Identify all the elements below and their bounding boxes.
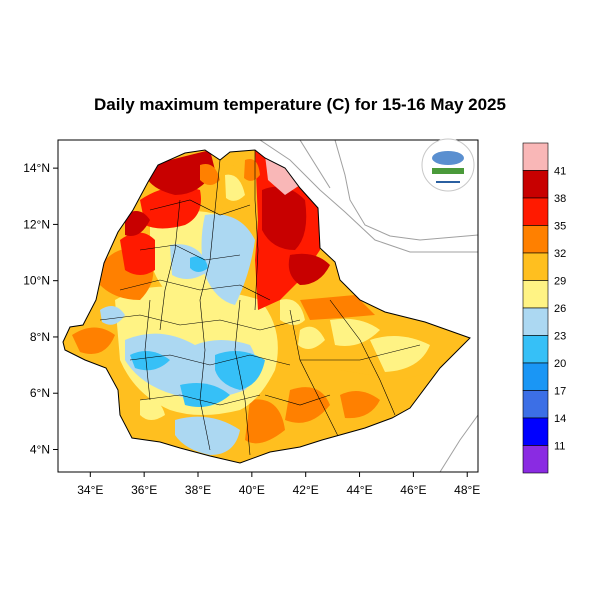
colorbar-label: 29 bbox=[554, 276, 566, 288]
country-border bbox=[62, 149, 471, 464]
colorbar-swatch bbox=[522, 197, 549, 226]
colorbar-swatch bbox=[522, 417, 549, 446]
colorbar-swatch bbox=[522, 445, 549, 474]
colorbar-swatch bbox=[522, 335, 549, 364]
colorbar-label: 35 bbox=[554, 221, 566, 233]
map-frame bbox=[57, 139, 479, 473]
colorbar-swatch bbox=[522, 170, 549, 199]
x-tick-label: 40°E bbox=[239, 483, 265, 497]
colorbar-swatch bbox=[522, 142, 549, 171]
colorbar-label: 26 bbox=[554, 303, 566, 315]
colorbar-swatch bbox=[522, 307, 549, 336]
map-title: Daily maximum temperature (C) for 15-16 … bbox=[94, 95, 506, 114]
x-tick-label: 44°E bbox=[346, 483, 372, 497]
y-tick-label: 6°N bbox=[30, 386, 50, 400]
colorbar-label: 38 bbox=[554, 193, 566, 205]
neighbor-coastlines bbox=[259, 140, 478, 472]
x-tick-label: 34°E bbox=[77, 483, 103, 497]
colorbar-label: 23 bbox=[554, 331, 566, 343]
x-tick-label: 42°E bbox=[293, 483, 319, 497]
x-axis-ticks: 34°E 36°E 38°E 40°E 42°E 44°E 46°E 48°E bbox=[77, 472, 480, 497]
colorbar-swatch bbox=[522, 280, 549, 309]
x-tick-label: 48°E bbox=[454, 483, 480, 497]
admin-boundaries bbox=[99, 150, 421, 456]
x-tick-label: 46°E bbox=[400, 483, 426, 497]
colorbar-swatch bbox=[522, 362, 549, 391]
colorbar-swatch bbox=[522, 225, 549, 254]
y-tick-label: 12°N bbox=[23, 217, 50, 231]
y-tick-label: 10°N bbox=[23, 274, 50, 288]
colorbar: 41 38 35 32 29 26 23 20 17 14 11 bbox=[522, 142, 566, 474]
colorbar-label: 32 bbox=[554, 248, 566, 260]
colorbar-label: 14 bbox=[554, 413, 566, 425]
y-tick-label: 8°N bbox=[30, 330, 50, 344]
y-tick-label: 4°N bbox=[30, 442, 50, 456]
colorbar-label: 11 bbox=[554, 441, 565, 453]
temperature-field bbox=[63, 150, 470, 463]
y-tick-label: 14°N bbox=[23, 161, 50, 175]
colorbar-label: 20 bbox=[554, 358, 566, 370]
colorbar-label: 17 bbox=[554, 386, 566, 398]
y-axis-ticks: 4°N 6°N 8°N 10°N 12°N 14°N bbox=[23, 161, 58, 456]
x-tick-label: 38°E bbox=[185, 483, 211, 497]
colorbar-swatch bbox=[522, 390, 549, 419]
colorbar-swatch bbox=[522, 252, 549, 281]
colorbar-label: 41 bbox=[554, 166, 566, 178]
ethiopian-meteorology-logo bbox=[421, 138, 475, 192]
x-tick-label: 36°E bbox=[131, 483, 157, 497]
